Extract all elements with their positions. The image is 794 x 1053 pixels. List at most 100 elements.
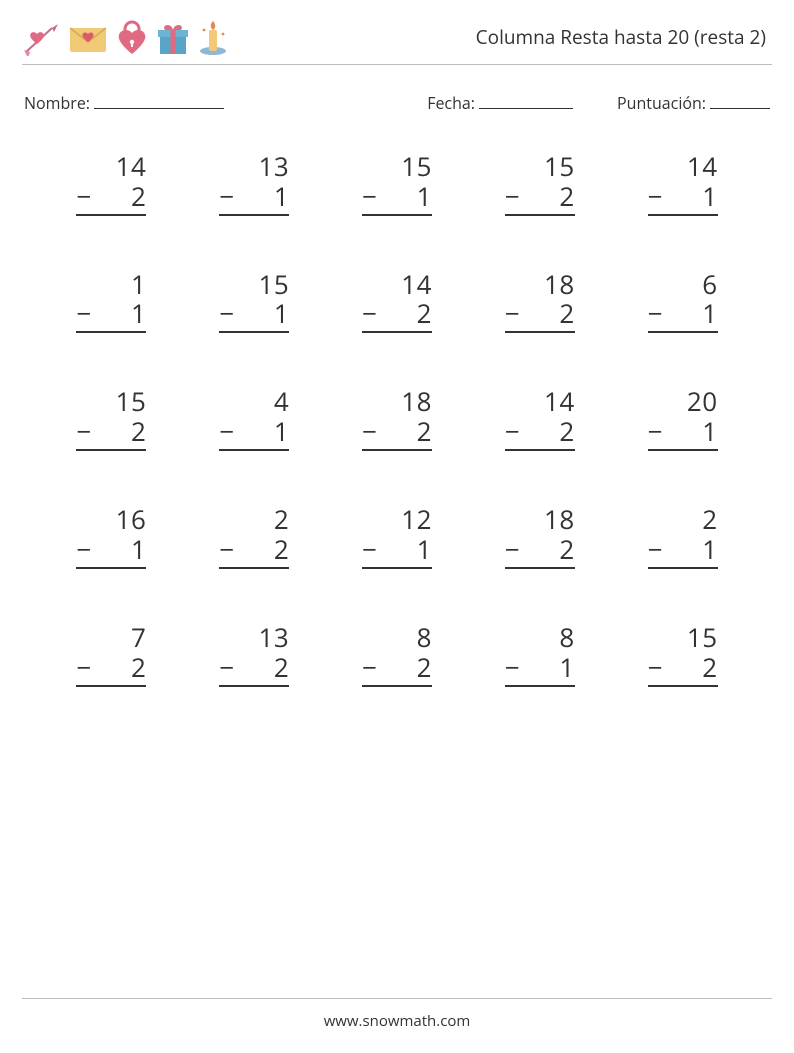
subtrahend: 2 [235, 653, 290, 683]
subtrahend-row: −1 [219, 417, 289, 451]
subtrahend: 2 [520, 299, 575, 329]
subtrahend-row: −2 [362, 653, 432, 687]
minus-sign: − [505, 182, 520, 212]
cupid-arrow-icon [22, 22, 60, 56]
subtrahend-row: −2 [219, 653, 289, 687]
subtrahend-row: −2 [362, 417, 432, 451]
subtraction-problem: 15−2 [76, 387, 146, 451]
subtrahend-row: −1 [648, 535, 718, 569]
name-field: Nombre: [24, 91, 224, 114]
subtrahend: 2 [377, 653, 432, 683]
minus-sign: − [648, 653, 663, 683]
subtrahend: 2 [520, 417, 575, 447]
minus-sign: − [362, 417, 377, 447]
subtraction-problem: 15−1 [219, 270, 289, 334]
name-label: Nombre: [24, 92, 90, 114]
minus-sign: − [648, 182, 663, 212]
minus-sign: − [76, 182, 91, 212]
name-blank[interactable] [94, 91, 224, 109]
subtraction-problem: 2−2 [219, 505, 289, 569]
meta-row: Nombre: Fecha: Puntuación: [22, 91, 772, 114]
header-icon-row [22, 18, 228, 56]
subtraction-problem: 13−2 [219, 623, 289, 687]
subtrahend-row: −2 [505, 417, 575, 451]
subtrahend-row: −2 [505, 182, 575, 216]
subtrahend-row: −2 [219, 535, 289, 569]
subtrahend-row: −2 [362, 299, 432, 333]
subtraction-problem: 20−1 [648, 387, 718, 451]
minus-sign: − [219, 535, 234, 565]
subtrahend-row: −1 [219, 299, 289, 333]
subtrahend: 1 [663, 535, 718, 565]
date-blank[interactable] [479, 91, 573, 109]
subtrahend: 2 [377, 299, 432, 329]
subtrahend: 2 [235, 535, 290, 565]
subtraction-problem: 18−2 [505, 505, 575, 569]
subtrahend-row: −2 [76, 417, 146, 451]
worksheet-title: Columna Resta hasta 20 (resta 2) [476, 24, 772, 50]
subtrahend-row: −1 [505, 653, 575, 687]
minus-sign: − [362, 299, 377, 329]
subtrahend: 2 [520, 182, 575, 212]
subtraction-problem: 15−2 [648, 623, 718, 687]
subtraction-problem: 15−1 [362, 152, 432, 216]
minus-sign: − [505, 535, 520, 565]
subtraction-problem: 13−1 [219, 152, 289, 216]
gift-box-icon [156, 20, 190, 56]
minus-sign: − [362, 653, 377, 683]
score-label: Puntuación: [617, 92, 706, 114]
subtraction-problem: 14−2 [76, 152, 146, 216]
minus-sign: − [76, 299, 91, 329]
subtrahend: 1 [235, 417, 290, 447]
subtrahend-row: −2 [505, 299, 575, 333]
worksheet-header: Columna Resta hasta 20 (resta 2) [22, 18, 772, 65]
minus-sign: − [219, 299, 234, 329]
minus-sign: − [362, 535, 377, 565]
subtraction-problem: 18−2 [505, 270, 575, 334]
subtrahend: 1 [92, 299, 147, 329]
subtrahend-row: −2 [648, 653, 718, 687]
minus-sign: − [76, 535, 91, 565]
subtraction-problem: 18−2 [362, 387, 432, 451]
subtraction-problem: 1−1 [76, 270, 146, 334]
subtrahend-row: −1 [362, 182, 432, 216]
heart-lock-icon [116, 20, 148, 56]
minus-sign: − [648, 299, 663, 329]
subtrahend: 1 [663, 299, 718, 329]
subtraction-problem: 8−2 [362, 623, 432, 687]
subtrahend-row: −1 [362, 535, 432, 569]
subtraction-problem: 16−1 [76, 505, 146, 569]
subtrahend: 2 [520, 535, 575, 565]
minus-sign: − [219, 417, 234, 447]
minus-sign: − [648, 417, 663, 447]
subtrahend-row: −2 [76, 653, 146, 687]
subtraction-problem: 14−2 [362, 270, 432, 334]
subtrahend: 1 [377, 182, 432, 212]
minus-sign: − [505, 653, 520, 683]
subtrahend-row: −2 [76, 182, 146, 216]
subtraction-problem: 7−2 [76, 623, 146, 687]
subtrahend-row: −1 [648, 299, 718, 333]
subtrahend: 1 [235, 182, 290, 212]
subtrahend: 1 [377, 535, 432, 565]
score-blank[interactable] [710, 91, 770, 109]
subtrahend: 1 [663, 182, 718, 212]
subtrahend: 2 [92, 653, 147, 683]
subtrahend: 1 [520, 653, 575, 683]
minus-sign: − [505, 417, 520, 447]
date-field: Fecha: [427, 91, 573, 114]
minus-sign: − [76, 417, 91, 447]
problem-grid: 14−213−115−115−214−11−115−114−218−26−115… [22, 152, 772, 687]
subtraction-problem: 2−1 [648, 505, 718, 569]
subtraction-problem: 8−1 [505, 623, 575, 687]
subtrahend: 2 [92, 182, 147, 212]
subtraction-problem: 4−1 [219, 387, 289, 451]
minus-sign: − [76, 653, 91, 683]
subtrahend: 1 [92, 535, 147, 565]
date-label: Fecha: [427, 92, 475, 114]
score-field: Puntuación: [617, 91, 770, 114]
subtraction-problem: 15−2 [505, 152, 575, 216]
minus-sign: − [648, 535, 663, 565]
minus-sign: − [219, 653, 234, 683]
subtrahend: 1 [663, 417, 718, 447]
